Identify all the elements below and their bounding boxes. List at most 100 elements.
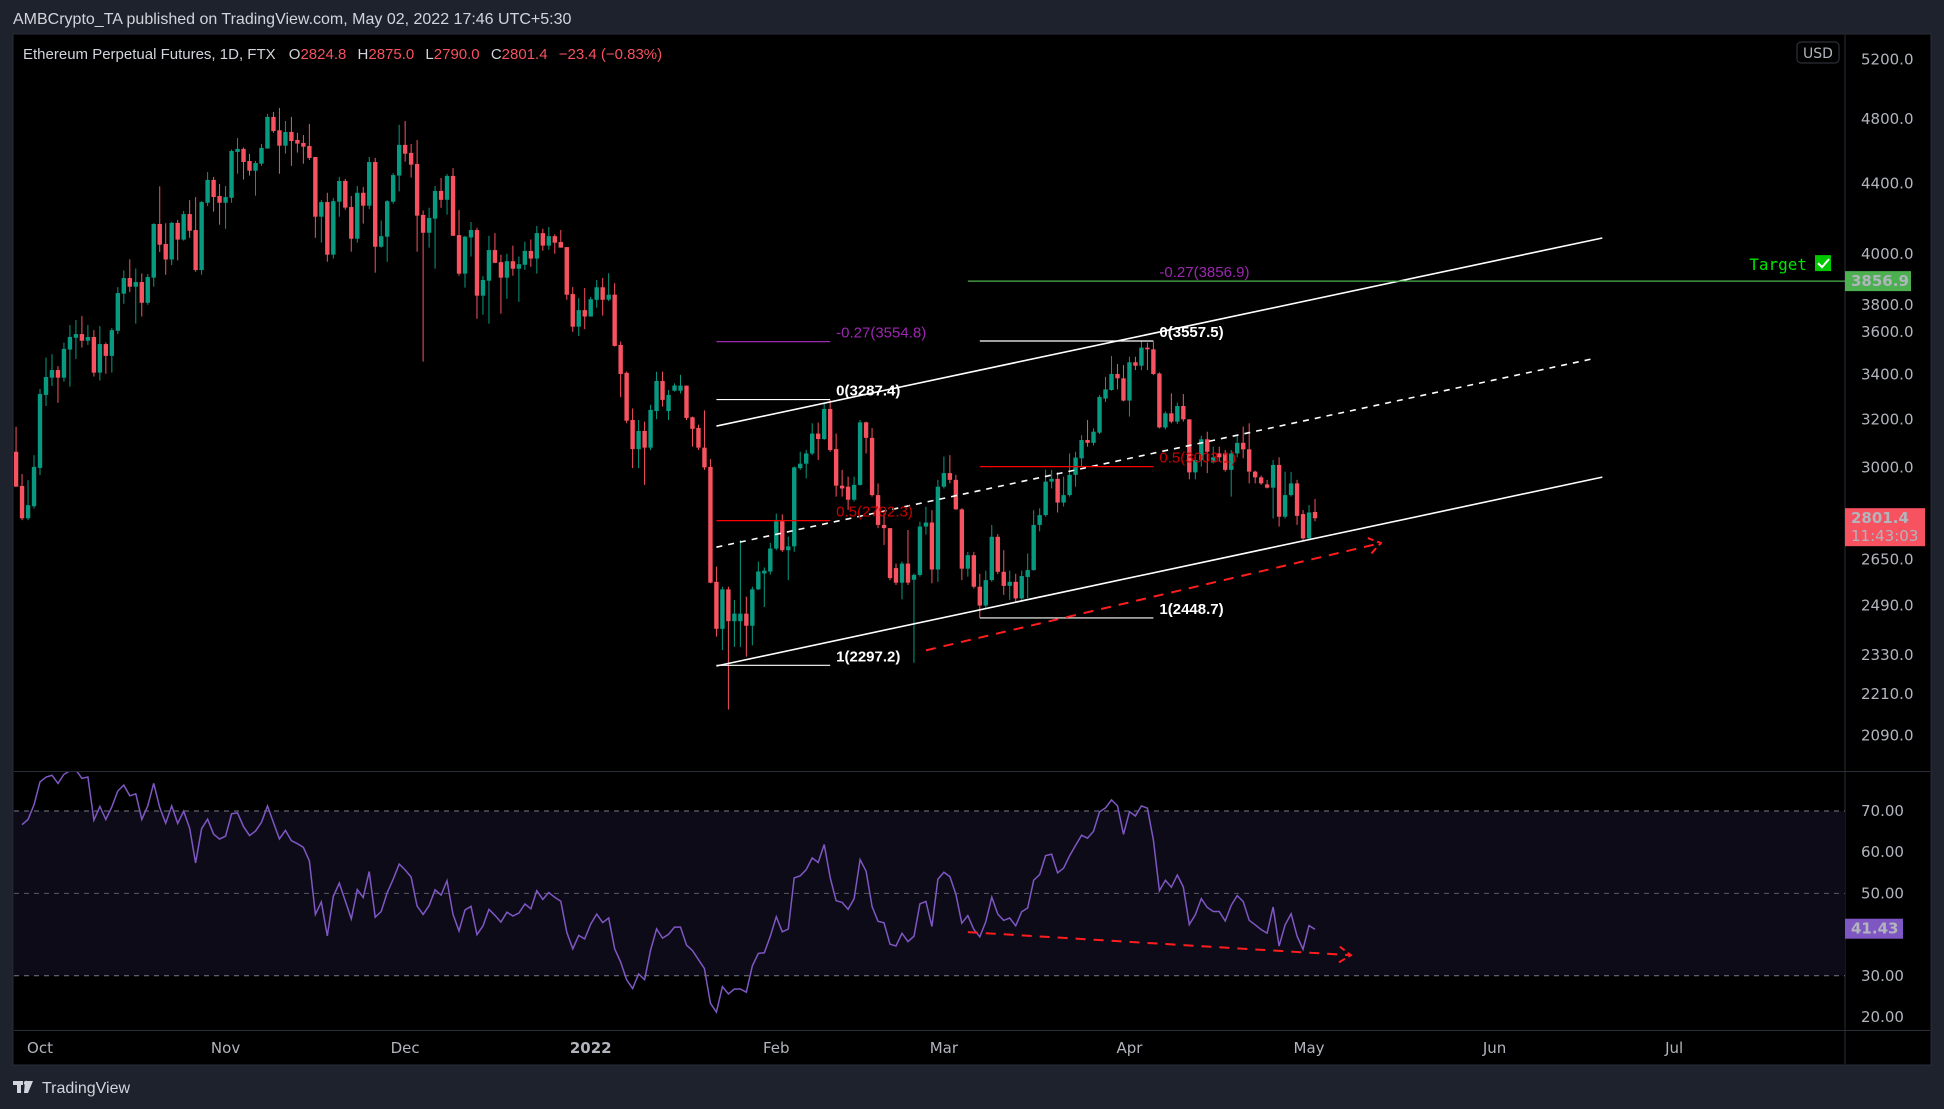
candle xyxy=(821,403,827,440)
candle xyxy=(839,469,845,497)
candle xyxy=(863,421,869,454)
legend-high-label: H xyxy=(358,46,369,63)
candle xyxy=(1199,435,1204,467)
candle-body xyxy=(1282,495,1288,517)
candle-body xyxy=(157,223,162,245)
candle-body xyxy=(1025,570,1030,577)
candle-body xyxy=(373,162,378,247)
candle xyxy=(798,451,803,470)
candle-body xyxy=(307,145,312,158)
candle xyxy=(1288,472,1294,497)
candle xyxy=(786,536,791,581)
candle xyxy=(1193,456,1198,480)
candle-body xyxy=(1031,524,1036,571)
candle xyxy=(31,455,37,509)
legend-low: 2790.0 xyxy=(434,46,480,63)
candle-body xyxy=(1091,431,1096,443)
time-axis[interactable]: Oct Nov Dec 2022 Feb Mar Apr May Jun Jul xyxy=(27,1039,1683,1057)
candle-body xyxy=(600,287,605,300)
candle-body xyxy=(367,162,372,206)
candle-body xyxy=(103,344,109,356)
candle xyxy=(642,421,647,485)
price-trend-arrow[interactable] xyxy=(925,537,1383,652)
candle-body xyxy=(67,336,73,350)
candle xyxy=(217,183,222,225)
candle-body xyxy=(1097,396,1102,433)
price-axis[interactable]: 5200.0 4800.0 4400.0 4000.0 3800.0 3600.0 3400… xyxy=(1861,51,1914,745)
candle-body xyxy=(133,282,138,287)
candle-body xyxy=(636,430,641,450)
candle-body xyxy=(1157,373,1162,428)
fib-retracement[interactable]: -0.27(3856.9) 0(3557.5) 0.5(3003.1) 1(2448.… xyxy=(967,264,1845,619)
channel-upper-line[interactable] xyxy=(716,237,1603,427)
published-header: AMBCrypto_TA published on TradingView.co… xyxy=(13,11,571,28)
candle xyxy=(492,233,498,263)
candle xyxy=(85,325,91,345)
candle-body xyxy=(762,570,767,574)
candle xyxy=(1007,570,1012,600)
candle xyxy=(1211,446,1216,464)
fib-level-label: 1(2297.2) xyxy=(836,648,900,665)
candle xyxy=(175,219,180,261)
fib-retracement[interactable]: -0.27(3554.8) 0(3287.4) 0.5(2792.3) 1(2297.… xyxy=(716,325,926,666)
rsi-band-fill xyxy=(14,811,1845,976)
candle xyxy=(582,288,587,330)
rsi-axis[interactable]: 70.00 60.00 50.00 30.00 20.00 xyxy=(1861,802,1904,1026)
candle xyxy=(1258,475,1264,485)
candle xyxy=(402,120,408,162)
candle-body xyxy=(720,589,725,629)
candle xyxy=(109,328,115,373)
candle-body xyxy=(1181,406,1186,420)
drawings: -0.27(3554.8) 0(3287.4) 0.5(2792.3) 1(2297.… xyxy=(716,237,1845,667)
candle xyxy=(420,210,426,362)
candle xyxy=(660,371,665,407)
candle xyxy=(702,410,707,470)
candle-body xyxy=(175,222,180,240)
candle xyxy=(744,596,749,657)
candle-body xyxy=(474,230,480,296)
price-tick-label: 3800.0 xyxy=(1861,296,1914,314)
candle-body xyxy=(480,279,486,296)
candle xyxy=(594,279,599,308)
candle xyxy=(1013,573,1018,602)
candles xyxy=(14,108,1318,710)
candle xyxy=(672,383,677,392)
candle xyxy=(1240,426,1246,459)
candle-body xyxy=(1127,362,1132,401)
candle-body xyxy=(1223,453,1228,470)
candle-body xyxy=(1235,442,1240,454)
candle-body xyxy=(1211,457,1216,463)
candle xyxy=(181,210,186,241)
candle xyxy=(636,420,641,469)
candle-body xyxy=(983,580,988,606)
candle xyxy=(1115,363,1120,390)
tradingview-logo[interactable]: TradingView xyxy=(13,1080,130,1097)
candle-body xyxy=(163,243,168,260)
candle-body xyxy=(31,466,37,507)
candle-body xyxy=(1055,478,1060,503)
candle xyxy=(875,483,881,529)
candle xyxy=(983,570,988,608)
candle-body xyxy=(696,427,701,448)
candle xyxy=(355,185,360,243)
candle xyxy=(696,424,701,451)
rsi-last-value: 41.43 xyxy=(1851,920,1898,938)
candle-body xyxy=(325,202,330,255)
candle-body xyxy=(337,180,342,202)
candle-body xyxy=(85,336,91,341)
candle xyxy=(905,530,911,585)
candle xyxy=(1175,402,1180,424)
candle xyxy=(1121,365,1126,402)
currency-button[interactable]: USD xyxy=(1796,41,1840,64)
candle-body xyxy=(1300,514,1306,539)
candle-body xyxy=(1085,439,1090,443)
rsi-divergence-arrow xyxy=(967,931,1353,964)
price-tick-label: 4400.0 xyxy=(1861,174,1914,192)
candle-body xyxy=(953,479,959,510)
candle xyxy=(79,315,85,348)
candle-body xyxy=(935,486,941,570)
candle-body xyxy=(79,334,85,341)
time-tick-label: Mar xyxy=(930,1039,959,1057)
channel-lower-line[interactable] xyxy=(716,476,1603,667)
target-price-value: 3856.9 xyxy=(1851,272,1909,290)
